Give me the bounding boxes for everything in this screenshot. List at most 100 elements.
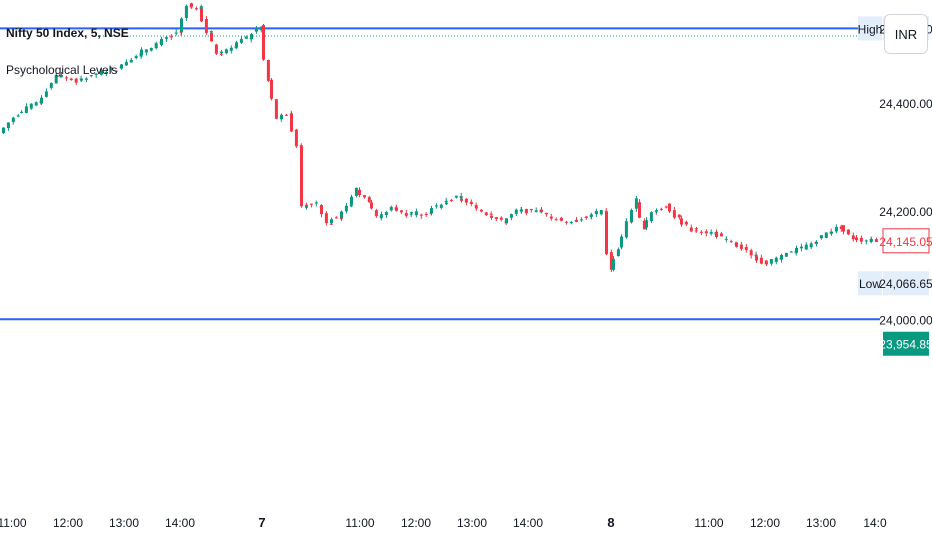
candle-body xyxy=(490,215,493,218)
candle-body xyxy=(804,244,808,250)
candle-body xyxy=(874,239,878,242)
candle-body xyxy=(224,49,228,54)
candle-body xyxy=(815,242,818,244)
candle-body xyxy=(374,210,378,217)
y-tick-label: 24,400.00 xyxy=(879,97,932,111)
candle-body xyxy=(645,220,648,228)
candle-body xyxy=(414,211,418,216)
candle-body xyxy=(859,238,863,242)
candle-body xyxy=(664,206,668,208)
candle-body xyxy=(350,196,353,205)
candle-body xyxy=(29,103,33,109)
candle-body xyxy=(114,70,118,72)
candle-body xyxy=(749,250,753,256)
candle-body xyxy=(2,127,5,134)
candle-body xyxy=(499,217,503,220)
currency-button[interactable]: INR xyxy=(884,14,928,54)
candle-body xyxy=(729,241,733,243)
candle-body xyxy=(154,43,158,49)
candle-body xyxy=(314,202,318,204)
last-price-label-value-bg xyxy=(882,228,930,254)
candle-body xyxy=(80,78,83,81)
x-tick-label: 11:00 xyxy=(345,516,374,530)
candle-body xyxy=(424,213,428,215)
candle-body xyxy=(395,207,398,211)
candle-body xyxy=(735,242,738,247)
candle-body xyxy=(460,198,463,201)
high-label-tag: High xyxy=(858,22,883,36)
candle-body xyxy=(604,210,608,212)
candle-body xyxy=(164,37,168,39)
candle-body xyxy=(344,205,348,212)
candle-body xyxy=(409,213,413,215)
candle-body xyxy=(354,187,358,196)
candle-body xyxy=(489,213,493,215)
indicator-name[interactable]: Psychological Levels xyxy=(6,63,118,77)
candle-body xyxy=(439,204,443,208)
low-label-value: 24,066.65 xyxy=(879,277,932,291)
candle-body xyxy=(49,83,53,88)
y-tick-label: 24,000.00 xyxy=(879,313,932,327)
candle-body xyxy=(44,91,48,97)
candle-body xyxy=(169,36,173,38)
candle-body xyxy=(254,28,258,32)
x-tick-label: 14:00 xyxy=(165,516,195,530)
x-tick-label: 8 xyxy=(607,515,614,530)
candle-body xyxy=(309,203,313,205)
candle-body xyxy=(74,78,78,83)
low-label-tag: Low xyxy=(859,277,881,291)
candle-body xyxy=(358,189,361,196)
psychological-levels xyxy=(0,27,880,321)
candle-body xyxy=(214,44,218,54)
candle-body xyxy=(235,42,238,48)
candle-body xyxy=(649,212,653,222)
candle-body xyxy=(160,38,163,45)
candle-body xyxy=(434,205,438,207)
candle-body xyxy=(864,240,868,242)
candle-body xyxy=(220,51,223,54)
candle-body xyxy=(430,208,433,214)
candle-body xyxy=(174,32,178,34)
symbol-title[interactable]: Nifty 50 Index, 5, NSE xyxy=(6,26,129,40)
candles xyxy=(2,2,878,273)
x-tick-label: 12:00 xyxy=(750,516,780,530)
candle-body xyxy=(569,222,573,224)
candle-body xyxy=(320,205,323,215)
x-tick-label: 14:00 xyxy=(513,516,543,530)
candle-body xyxy=(266,59,270,81)
candle-body xyxy=(384,212,388,215)
candle-body xyxy=(244,36,248,39)
candle-body xyxy=(140,49,143,55)
candle-body xyxy=(759,257,763,264)
candle-body xyxy=(294,129,298,147)
candle-body xyxy=(855,237,858,241)
candle-body xyxy=(634,198,638,209)
candle-body xyxy=(54,75,58,84)
candle-body xyxy=(300,146,303,207)
level-price-label-value: 23,954.85 xyxy=(879,338,932,352)
candle-body xyxy=(774,257,778,262)
candle-body xyxy=(638,202,641,218)
candle-body xyxy=(680,218,683,225)
candle-body xyxy=(330,219,333,223)
x-tick-label: 12:00 xyxy=(401,516,431,530)
candle-body xyxy=(765,262,768,264)
candle-body xyxy=(549,216,553,219)
candle-body xyxy=(784,252,788,257)
candle-body xyxy=(755,256,758,261)
candle-body xyxy=(704,231,708,234)
candle-body xyxy=(594,210,598,215)
candle-body xyxy=(584,216,588,219)
candle-body xyxy=(605,211,608,255)
candle-body xyxy=(630,210,633,223)
candle-body xyxy=(554,219,558,221)
candle-body xyxy=(834,226,838,232)
candle-body xyxy=(479,209,483,212)
candle-body xyxy=(684,221,688,225)
candle-body xyxy=(94,73,98,75)
candle-body xyxy=(795,248,798,253)
candle-body xyxy=(180,18,183,33)
candle-body xyxy=(200,8,203,22)
candle-body xyxy=(514,209,518,214)
